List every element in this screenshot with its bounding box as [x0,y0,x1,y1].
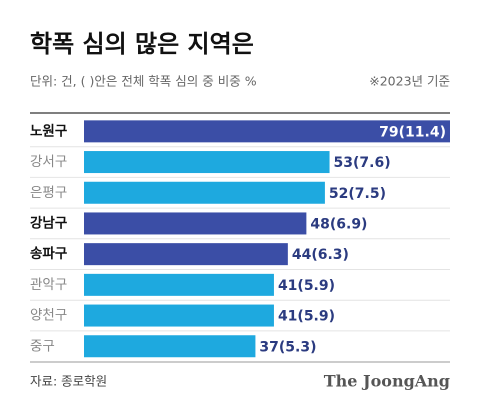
bar [84,243,288,266]
bar [84,273,274,296]
category-label: 강서구 [30,154,67,170]
chart-subtitle: 단위: 건, ( )안은 전체 학폭 심의 중 비중 % [30,74,257,89]
chart-note: ※2023년 기준 [369,74,450,89]
bar [84,335,256,358]
value-label: 37(5.3) [259,339,316,355]
value-label: 41(5.9) [278,278,335,294]
category-label: 관악구 [30,277,67,293]
value-label: 52(7.5) [329,186,386,202]
category-label: 중구 [30,338,55,354]
chart-title: 학폭 심의 많은 지역은 [30,30,254,58]
bar [84,181,325,204]
bar [84,212,307,235]
value-label: 48(6.9) [310,216,367,232]
category-label: 강남구 [30,214,67,231]
category-label: 양천구 [30,308,67,324]
bar [84,120,450,143]
category-label: 노원구 [30,123,67,139]
bar [84,151,330,174]
value-label: 53(7.6) [334,155,391,171]
category-label: 은평구 [30,185,67,201]
brand-logo: The JoongAng [324,372,450,391]
value-label: 44(6.3) [292,247,349,263]
bar [84,304,274,327]
value-label: 41(5.9) [278,309,335,325]
category-label: 송파구 [30,246,67,262]
value-label: 79(11.4) [379,124,446,140]
source: 자료: 종로학원 [30,374,107,389]
